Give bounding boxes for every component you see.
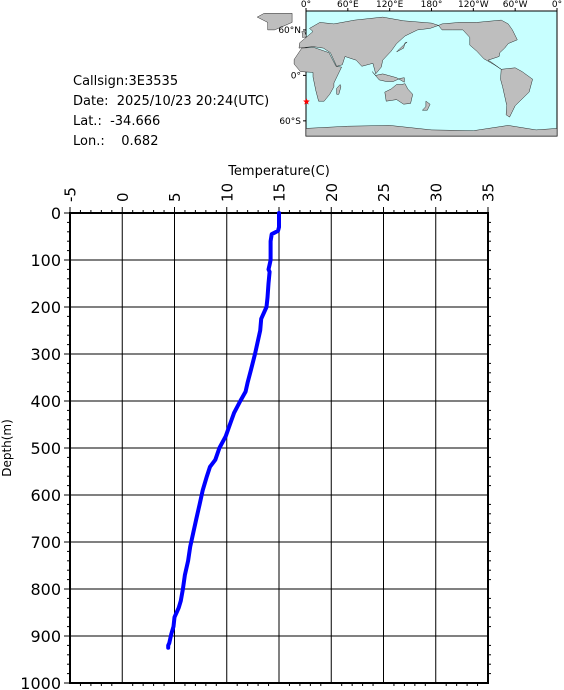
temperature-profile-line: [166, 211, 281, 650]
x-tick-label: 15: [271, 183, 289, 202]
map-land-greenland: [256, 13, 293, 31]
map-land-madagascar: [336, 84, 342, 95]
map-land-australia: [384, 83, 413, 105]
latitude-text: Lat.: -34.666: [73, 114, 161, 129]
x-tick-label: -5: [62, 187, 80, 202]
y-tick-label: 700: [30, 533, 61, 552]
map-ticks: [303, 8, 558, 122]
map-lat-label: 60°N: [278, 26, 301, 36]
y-tick-label: 100: [30, 251, 61, 270]
map-lon-label: 120°W: [458, 0, 489, 10]
callsign-text: Callsign:3E3535: [73, 74, 179, 89]
x-tick-label: 10: [218, 183, 236, 202]
map-lon-label: 0°: [552, 0, 562, 10]
map-lat-label: 0°: [291, 71, 301, 81]
y-tick-label: 600: [30, 486, 61, 505]
y-tick-label: 0: [51, 204, 61, 223]
x-tick-label: 35: [480, 183, 498, 202]
map-lon-label: 120°E: [376, 0, 404, 10]
y-tick-label: 300: [30, 345, 61, 364]
map-lon-label: 60°W: [503, 0, 528, 10]
y-tick-label: 800: [30, 580, 61, 599]
y-tick-labels: 0 100 200 300 400 500 600 700 800 900 1000: [20, 204, 61, 690]
longitude-text: Lon.: 0.682: [73, 134, 159, 149]
date-text: Date: 2025/10/23 20:24(UTC): [73, 94, 270, 109]
x-tick-label: 25: [375, 183, 393, 202]
x-tick-label: 5: [166, 192, 184, 202]
chart-minor-ticks: [64, 207, 491, 686]
chart-grid: [70, 213, 488, 683]
x-axis-label: Temperature(C): [227, 164, 330, 179]
map-lon-labels: 0° 60°E 120°E 180° 120°W 60°W 0°: [301, 0, 562, 10]
map-land-eurasia: [298, 16, 440, 75]
y-tick-label: 1000: [20, 674, 61, 690]
map-frame: 0° 60°E 120°E 180° 120°W 60°W 0° 60°N 0° 60°S: [256, 0, 562, 137]
map-lon-label: 180°: [421, 0, 443, 10]
map-land-antarctica: [305, 125, 558, 137]
profile-info: Callsign:3E3535 Date: 2025/10/23 20:24(U…: [73, 72, 269, 152]
x-tick-label: 30: [427, 183, 445, 202]
x-tick-label: 20: [323, 183, 341, 202]
map-land: [256, 13, 558, 137]
x-tick-labels: -5 0 5 10 15 20 25 30 35: [62, 183, 498, 202]
map-lon-label: 0°: [301, 0, 311, 10]
map-lat-label: 60°S: [279, 117, 301, 127]
map-land-indonesia: [372, 71, 405, 83]
map-land-south-america: [500, 67, 533, 118]
map-land-new-zealand: [421, 100, 431, 111]
y-tick-label: 500: [30, 439, 61, 458]
location-map: 0° 60°E 120°E 180° 120°W 60°W 0° 60°N 0° 60°S: [256, 0, 562, 137]
map-land-uk: [301, 31, 307, 38]
float-position-marker: [303, 98, 310, 105]
y-tick-label: 900: [30, 627, 61, 646]
map-land-japan: [396, 41, 408, 53]
y-axis-label: Depth(m): [0, 419, 14, 477]
map-lon-label: 60°E: [337, 0, 359, 10]
map-land-north-america: [438, 19, 518, 70]
y-tick-label: 200: [30, 298, 61, 317]
x-tick-label: 0: [114, 192, 132, 202]
map-land-africa: [293, 47, 342, 102]
y-tick-label: 400: [30, 392, 61, 411]
map-lat-labels: 60°N 0° 60°S: [278, 26, 301, 127]
